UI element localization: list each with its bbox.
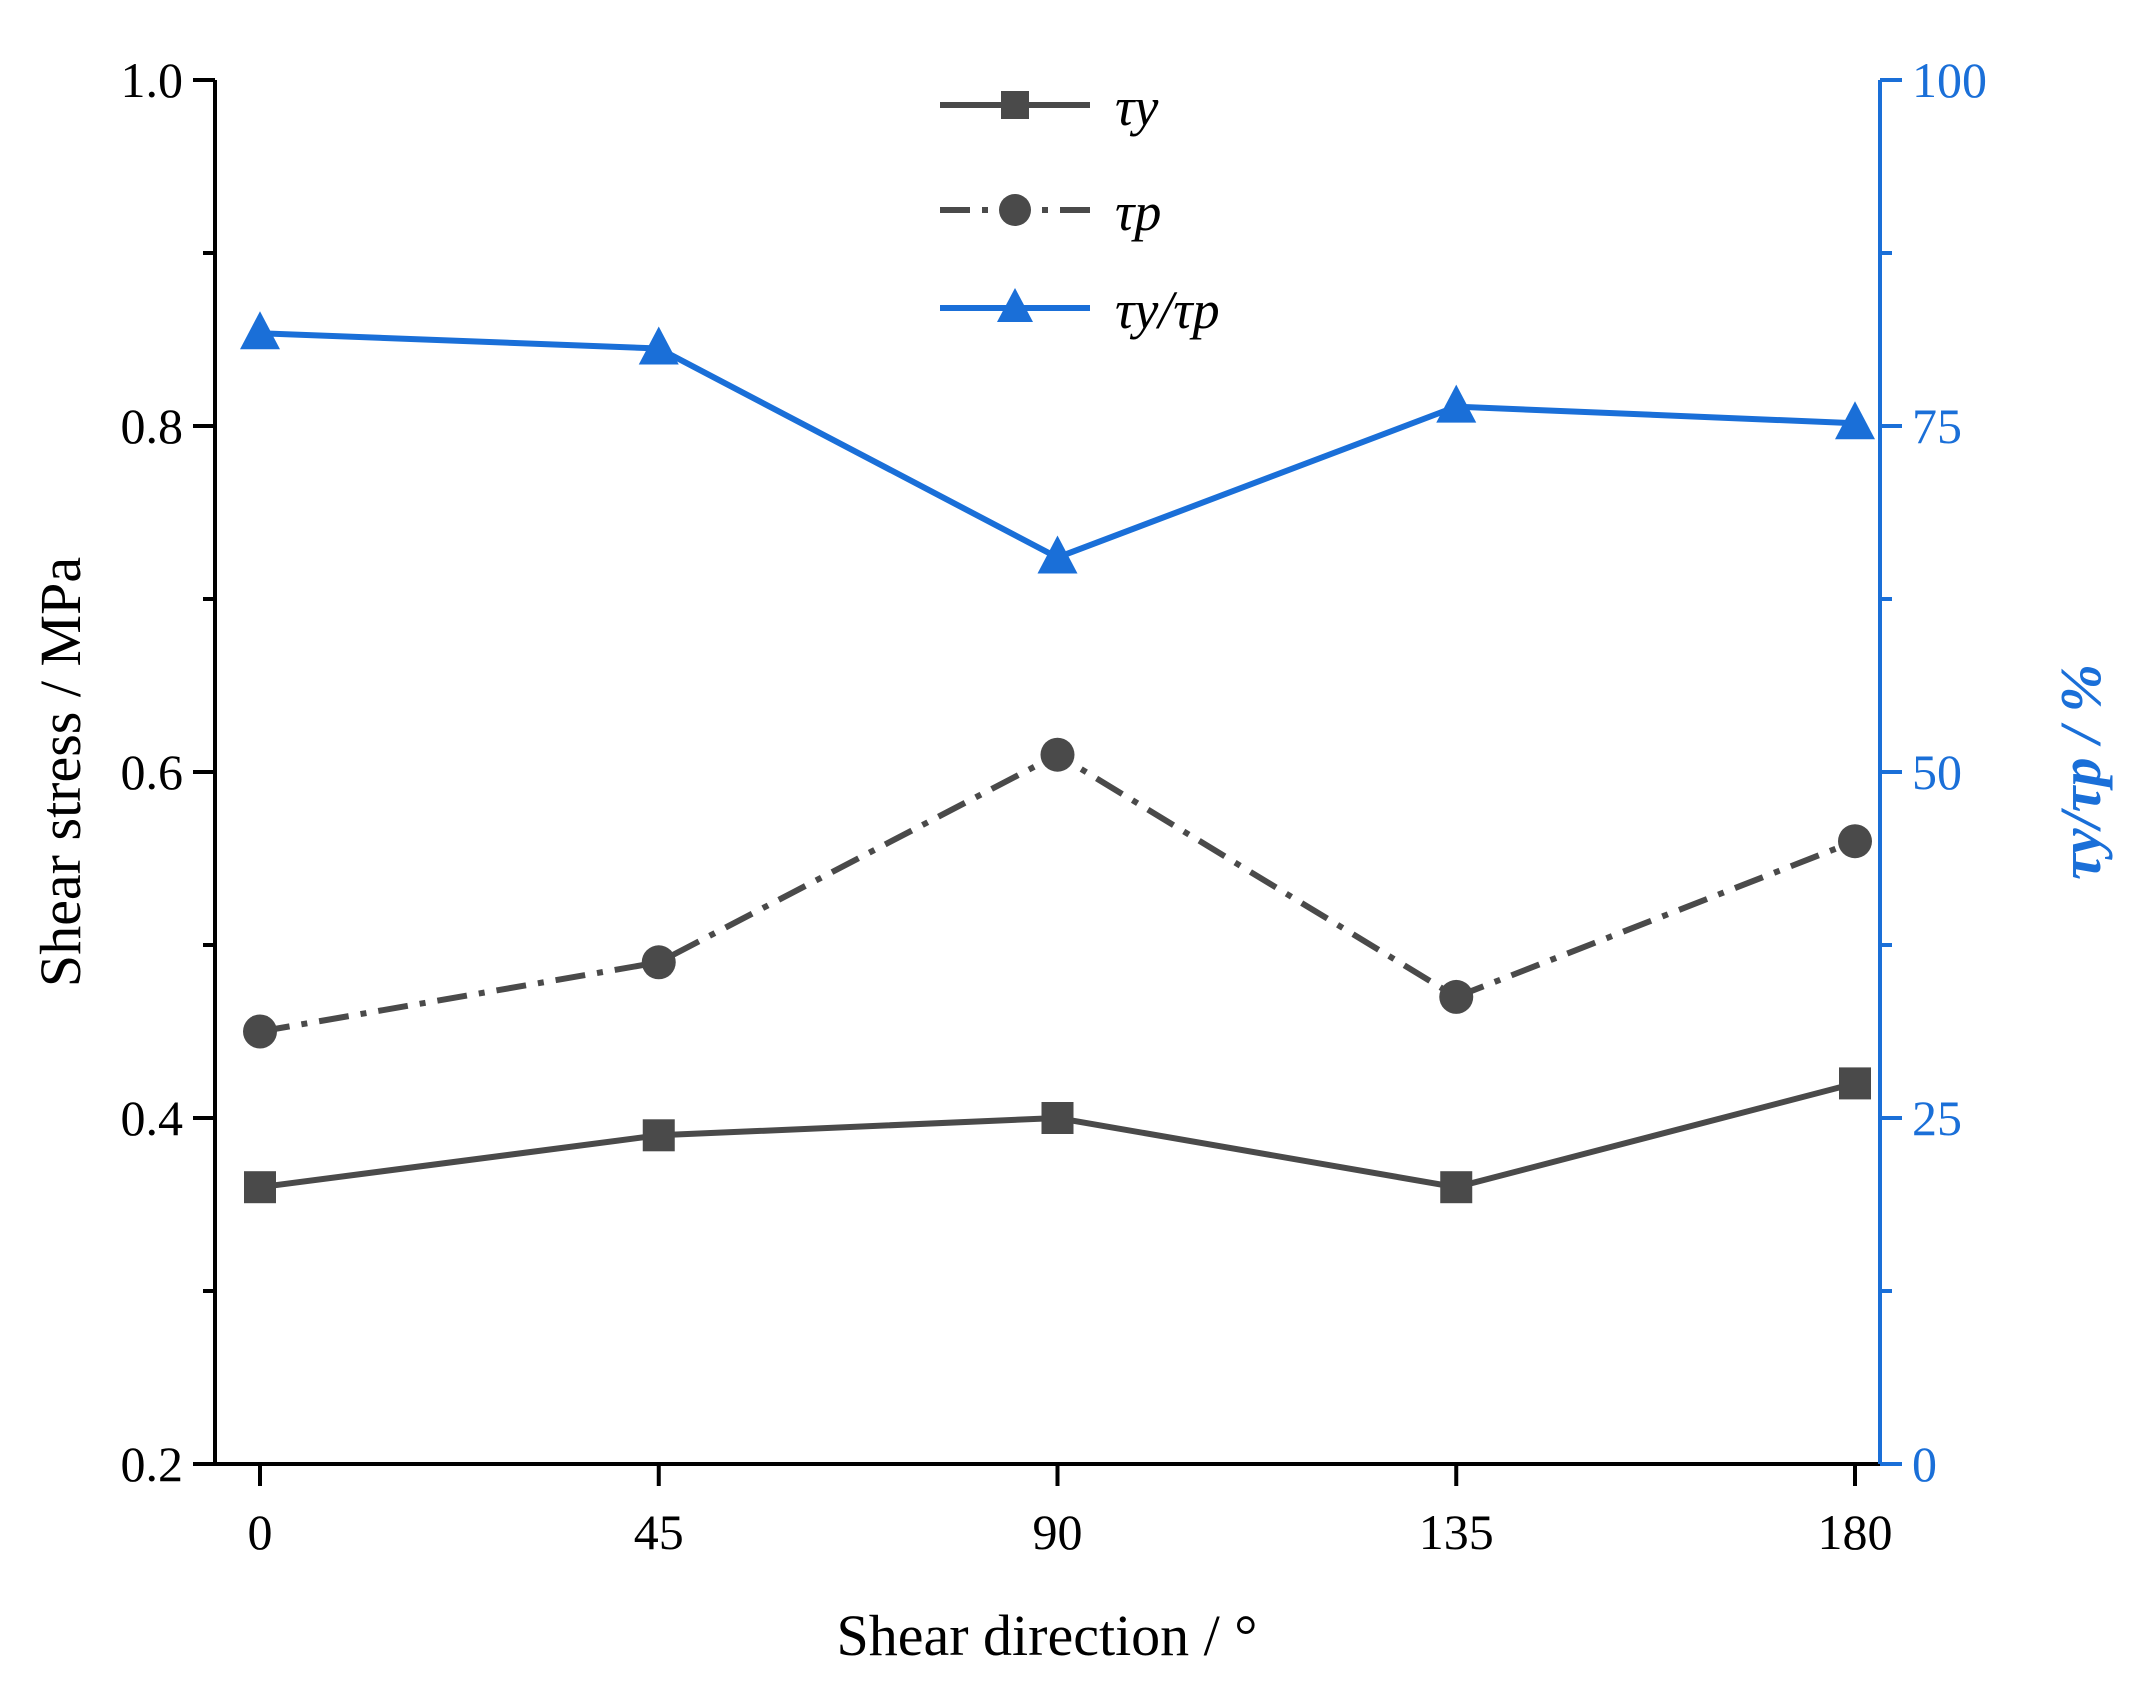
data-point-1-4	[1838, 824, 1872, 859]
data-point-2-4	[1835, 401, 1875, 440]
left-y-axis-title: Shear stress / MPa	[28, 557, 93, 987]
legend-label-tau-y: τy	[1115, 77, 1158, 137]
left-y-tick-label: 0.6	[121, 744, 184, 800]
tick-marks	[193, 78, 1902, 1486]
left-y-tick-label: 1.0	[121, 52, 184, 108]
series-0	[244, 1067, 1871, 1204]
x-tick-label: 135	[1419, 1504, 1494, 1560]
data-point-0-0	[244, 1171, 276, 1204]
right-y-tick-label: 25	[1912, 1090, 1962, 1146]
right-y-tick-label: 0	[1912, 1436, 1937, 1492]
data-point-0-3	[1440, 1171, 1473, 1204]
right-y-tick-label: 75	[1912, 398, 1962, 454]
series-layer	[240, 311, 1875, 1204]
right-y-tick-label: 100	[1912, 52, 1987, 108]
x-tick-label: 180	[1818, 1504, 1893, 1560]
data-point-1-3	[1439, 979, 1474, 1014]
legend-entry-tau-y: τy	[940, 77, 1158, 137]
x-tick-label: 90	[1033, 1504, 1083, 1560]
data-point-0-4	[1839, 1067, 1871, 1100]
series-1	[243, 737, 1872, 1049]
series-2	[240, 311, 1875, 574]
legend-marker-triangle	[997, 288, 1033, 322]
legend-marker-circle	[999, 194, 1031, 226]
data-point-2-1	[638, 326, 679, 365]
legend-entry-tau-p: τp	[940, 182, 1161, 242]
data-point-2-2	[1037, 535, 1078, 574]
x-tick-label: 0	[248, 1504, 273, 1560]
legend-marker-square	[1001, 91, 1029, 119]
left-y-tick-label: 0.4	[121, 1090, 184, 1146]
left-y-tick-label: 0.2	[121, 1436, 184, 1492]
x-axis-title: Shear direction / °	[836, 1603, 1257, 1668]
data-point-2-0	[240, 311, 280, 350]
data-point-0-2	[1041, 1102, 1074, 1134]
data-point-2-3	[1436, 384, 1477, 423]
legend: τy τp τy/τp	[940, 77, 1220, 340]
tick-labels: 0 45 90 135 180 0.2 0.4 0.6 0.8 1.0 0 25 50 75 100	[121, 52, 1988, 1560]
right-y-axis-title: τy/τp / %	[2048, 664, 2113, 880]
legend-label-tau-p: τp	[1115, 182, 1161, 242]
right-y-tick-label: 50	[1912, 744, 1962, 800]
data-point-0-1	[642, 1119, 675, 1152]
left-y-tick-label: 0.8	[121, 398, 184, 454]
data-point-1-2	[1040, 737, 1075, 772]
x-tick-label: 45	[634, 1504, 684, 1560]
data-point-1-0	[243, 1014, 277, 1049]
data-point-1-1	[641, 945, 676, 980]
legend-entry-ratio: τy/τp	[940, 280, 1220, 340]
legend-label-ratio: τy/τp	[1115, 280, 1220, 340]
